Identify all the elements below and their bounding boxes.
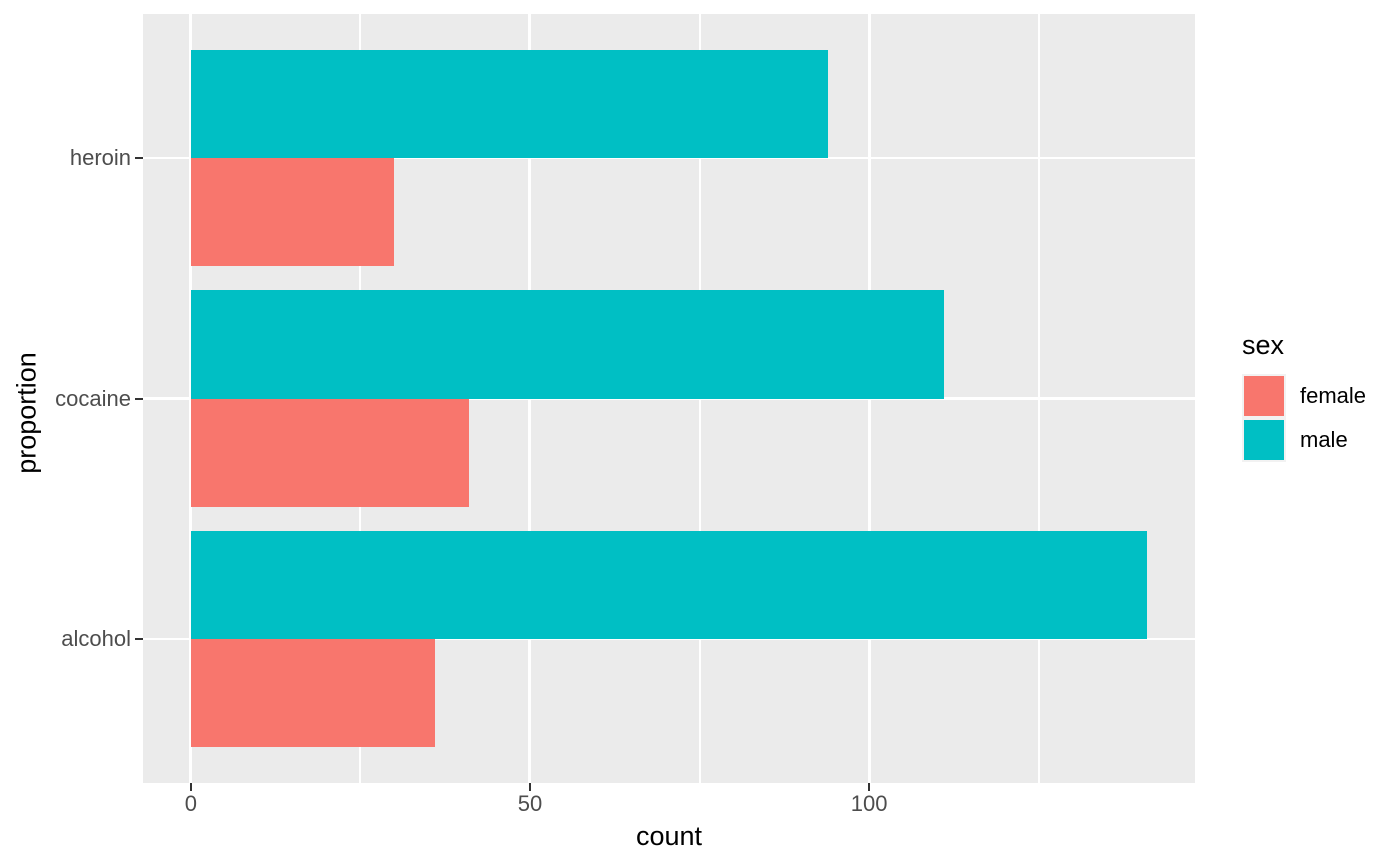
legend-entry-female: female: [1242, 374, 1366, 418]
x-tick-mark: [189, 783, 192, 791]
legend-label-male: male: [1300, 427, 1348, 452]
x-tick-label: 100: [850, 791, 888, 816]
legend: sex female male: [1242, 332, 1366, 462]
legend-entry-male: male: [1242, 418, 1366, 462]
y-tick-mark: [135, 397, 143, 400]
legend-title: sex: [1242, 330, 1285, 360]
x-tick-label: 50: [517, 791, 543, 816]
y-tick-label-heroin: heroin: [69, 145, 131, 171]
y-tick-mark: [135, 157, 143, 160]
x-tick-mark: [868, 783, 871, 791]
x-tick-mark: [528, 783, 531, 791]
bar-heroin-male: [190, 50, 829, 159]
plot-panel: [143, 14, 1195, 783]
bar-cocaine-female: [190, 398, 469, 507]
legend-entries: female male: [1242, 374, 1366, 462]
bar-alcohol-female: [190, 638, 435, 747]
bar-heroin-female: [190, 158, 395, 267]
x-tick-label: 0: [184, 791, 197, 816]
y-tick-label-alcohol: alcohol: [61, 625, 131, 651]
x-axis-title: count: [635, 821, 703, 851]
y-tick-mark: [135, 637, 143, 640]
legend-swatch-male: [1242, 418, 1286, 462]
category-gridline: [143, 156, 1195, 160]
bar-cocaine-male: [190, 290, 944, 399]
y-tick-label-cocaine: cocaine: [55, 385, 131, 411]
legend-swatch-female: [1242, 374, 1286, 418]
bar-alcohol-male: [190, 530, 1148, 639]
legend-label-female: female: [1300, 383, 1367, 408]
category-gridline: [143, 397, 1195, 400]
category-gridline: [143, 637, 1195, 641]
y-axis-title: proportion: [11, 351, 42, 474]
